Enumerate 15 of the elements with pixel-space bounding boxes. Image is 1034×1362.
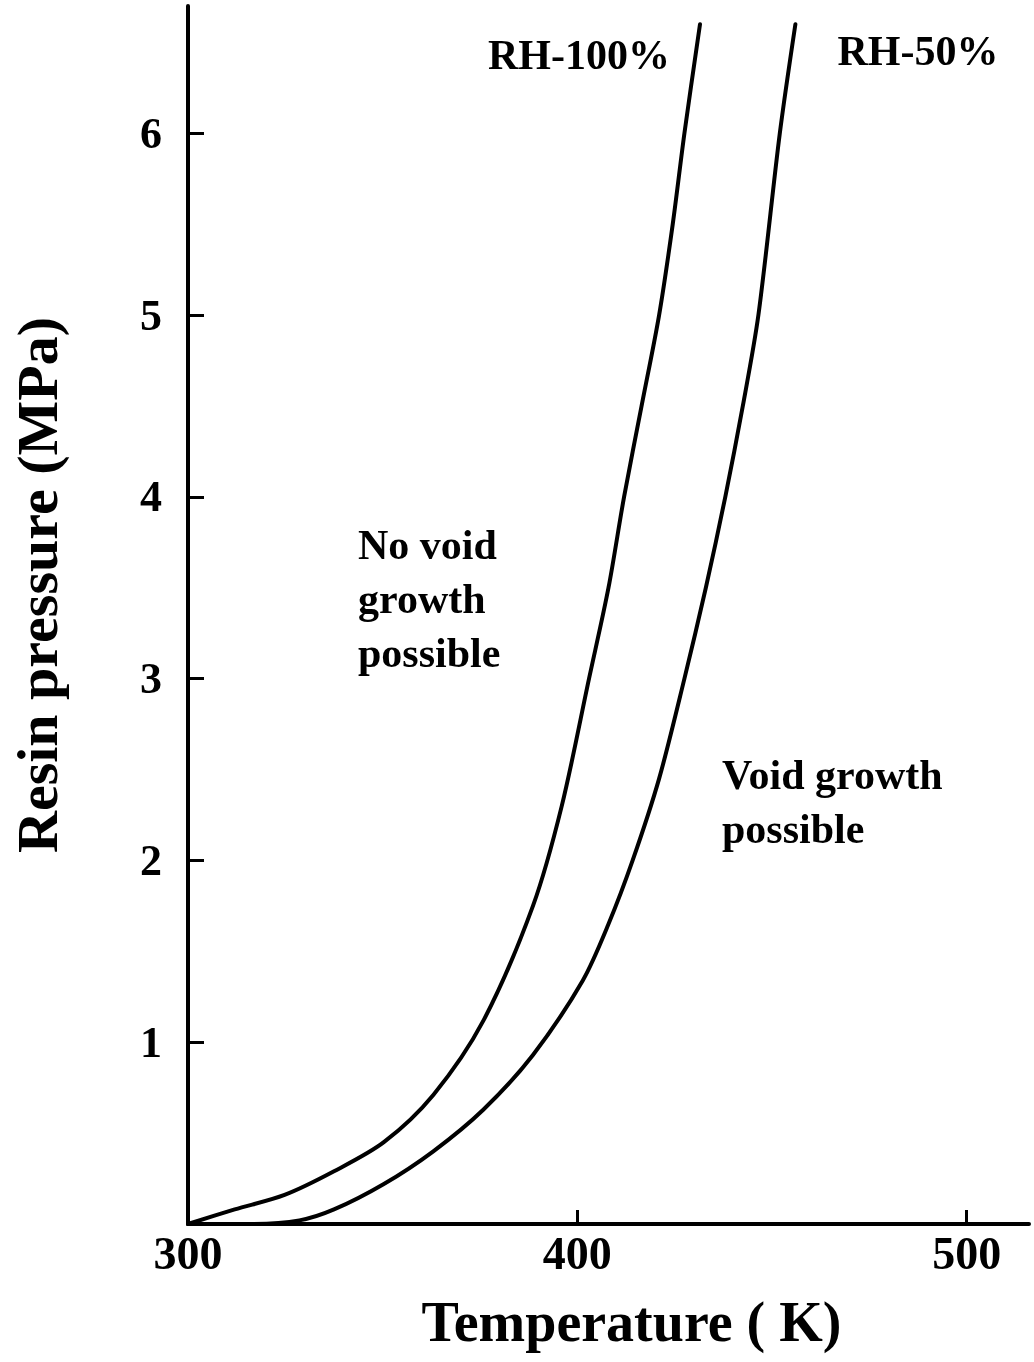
y-tick-label: 5 — [140, 290, 162, 340]
annotation: No void growth possible — [358, 522, 508, 676]
x-tick-label: 400 — [542, 1227, 612, 1279]
y-axis-title: Resin pressure (MPa) — [4, 317, 70, 853]
x-tick-label: 500 — [932, 1227, 1002, 1279]
y-tick-label: 4 — [140, 472, 162, 522]
y-tick-label: 6 — [140, 108, 162, 158]
series-label: RH-100% — [488, 32, 670, 79]
series-label: RH-50% — [837, 28, 999, 75]
y-tick-label: 3 — [140, 654, 162, 704]
y-tick-label: 1 — [140, 1017, 162, 1067]
x-axis-title: Temperature ( K) — [421, 1291, 842, 1354]
annotation: Void growth possible — [722, 752, 954, 852]
x-tick-label: 300 — [153, 1227, 223, 1279]
y-tick-label: 2 — [140, 835, 162, 885]
